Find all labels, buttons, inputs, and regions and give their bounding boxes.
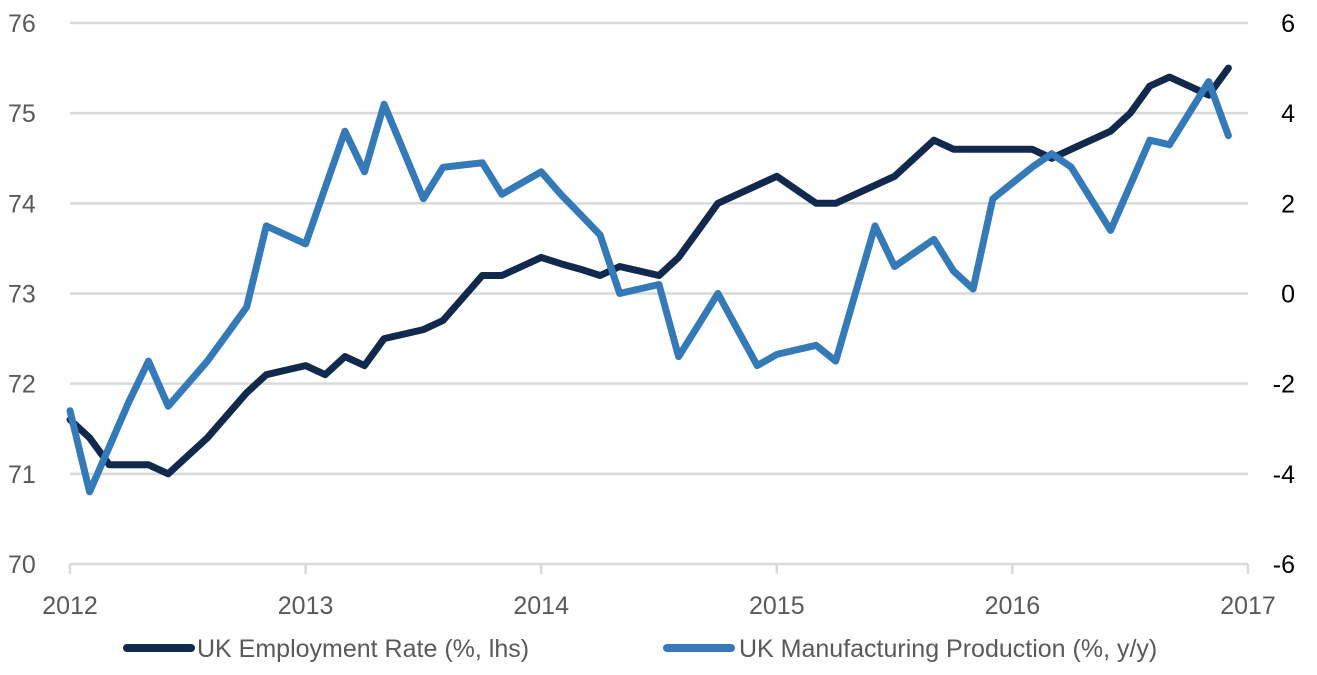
x-tick-label: 2017 bbox=[1220, 592, 1276, 620]
y-left-tick-label: 75 bbox=[8, 100, 36, 128]
x-tick-label: 2015 bbox=[749, 592, 805, 620]
y-left-tick-label: 73 bbox=[8, 281, 36, 309]
gridlines bbox=[70, 21, 1248, 476]
y-left-tick-label: 72 bbox=[8, 371, 36, 399]
y-right-tick-label: 2 bbox=[1281, 190, 1295, 218]
y-left-tick-label: 76 bbox=[8, 10, 36, 38]
legend-item: UK Manufacturing Production (%, y/y) bbox=[663, 635, 1157, 663]
y-right-tick-label: 0 bbox=[1281, 281, 1295, 309]
y-left-tick-label: 71 bbox=[8, 461, 36, 489]
series-lines bbox=[66, 64, 1232, 496]
legend-label: UK Employment Rate (%, lhs) bbox=[197, 635, 529, 663]
y-right-tick-label: 4 bbox=[1281, 100, 1295, 128]
y-right-tick-label: -2 bbox=[1273, 371, 1295, 399]
axes: 70 71 72 73 74 75 76 -6 -4 -2 0 2 4 6 2012 2013 2014 2015… bbox=[8, 10, 1295, 620]
x-tick-label: 2014 bbox=[513, 592, 569, 620]
y-right-tick-label: -6 bbox=[1273, 551, 1295, 579]
y-left-tick-label: 74 bbox=[8, 190, 36, 218]
x-tick-label: 2012 bbox=[42, 592, 98, 620]
y-left-tick-label: 70 bbox=[8, 551, 36, 579]
legend: UK Employment Rate (%, lhs) UK Manufactur… bbox=[123, 635, 1157, 663]
x-tick-label: 2016 bbox=[985, 592, 1041, 620]
y-right-tick-label: -4 bbox=[1273, 461, 1295, 489]
x-tick-label: 2013 bbox=[278, 592, 334, 620]
legend-label: UK Manufacturing Production (%, y/y) bbox=[739, 635, 1157, 663]
series-line-uk-employment-rate-lhs bbox=[66, 64, 1232, 478]
y-right-tick-label: 6 bbox=[1281, 10, 1295, 38]
legend-item: UK Employment Rate (%, lhs) bbox=[123, 635, 529, 663]
series-line-uk-manufacturing-production-y-y bbox=[66, 78, 1232, 496]
